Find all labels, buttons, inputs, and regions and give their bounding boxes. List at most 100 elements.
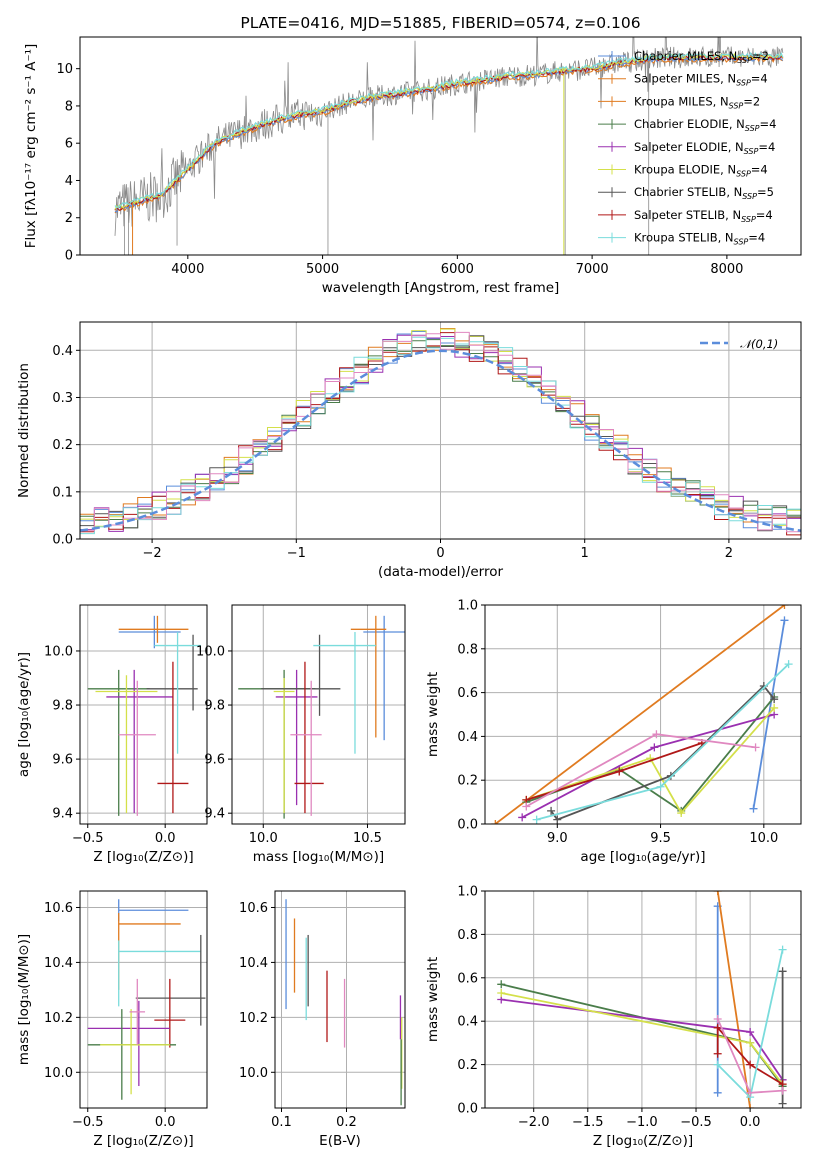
x-tick-label: −0.5 [680, 1115, 712, 1130]
weight-marker [778, 1086, 787, 1095]
y-tick-label: 9.4 [204, 807, 225, 822]
weight-marker [532, 815, 541, 824]
axes-frame [79, 890, 208, 1109]
x-tick-label: −0.5 [72, 1115, 104, 1130]
weight-marker [547, 806, 556, 815]
y-tick-label: 9.6 [204, 753, 225, 768]
axes-frame [79, 604, 208, 825]
x-tick-label: 0.2 [336, 1115, 357, 1130]
weight-marker [656, 782, 665, 791]
y-tick-label: 9.8 [52, 699, 73, 714]
legend-label: Chabrier MILES, NSSP=2 [634, 49, 769, 65]
model-curve [114, 56, 784, 214]
legend: Chabrier MILES, NSSP=2 Salpeter MILES, NS… [598, 49, 776, 247]
y-axis-label: Flux [fλ10⁻¹⁷ erg cm⁻² s⁻¹ A⁻¹] [23, 44, 39, 249]
plot-area [87, 615, 201, 816]
y-tick-label: 2 [65, 211, 73, 226]
legend-label: Kroupa STELIB, NSSP=4 [634, 231, 765, 247]
weight-marker [713, 891, 722, 895]
weight-series [494, 605, 786, 824]
plot-area [87, 899, 206, 1100]
y-axis-label: age [log₁₀(age/yr)] [16, 652, 32, 777]
data-point [87, 1000, 170, 1087]
axes-frame [484, 604, 802, 825]
x-tick-label: 9.0 [547, 831, 568, 846]
x-axis-label: wavelength [Angstrom, rest frame] [322, 280, 560, 296]
y-tick-label: 9.8 [204, 699, 225, 714]
axes-residuals: −2 −1 0 1 2 0.0 0.1 0.2 0.3 0.4 (data-model)/error… [16, 321, 802, 580]
y-tick-label: 10.4 [44, 956, 73, 971]
legend-label: Kroupa MILES, NSSP=2 [634, 94, 760, 110]
legend-label: 𝒩(0,1) [740, 337, 778, 351]
weight-series [525, 733, 756, 808]
legend-label: Chabrier ELODIE, NSSP=4 [634, 117, 776, 133]
data-point [157, 661, 189, 814]
data-point [273, 678, 295, 814]
weight-marker [746, 1028, 755, 1037]
data-point [135, 934, 206, 1026]
x-tick-label: 0.1 [271, 1115, 292, 1130]
y-tick-label: 0.4 [52, 344, 73, 359]
weight-series [550, 684, 775, 821]
weight-marker [746, 1038, 755, 1047]
data-point [106, 669, 173, 814]
y-tick-label: 10.0 [44, 644, 73, 659]
legend-label: Salpeter MILES, NSSP=4 [634, 72, 768, 88]
y-tick-label: 10 [56, 62, 73, 77]
axes-frame [274, 890, 406, 1109]
y-axis-label: Normed distribution [16, 363, 32, 498]
weight-marker [497, 988, 506, 997]
x-tick-label: −0.5 [72, 831, 104, 846]
y-tick-label: 0.8 [457, 928, 478, 943]
weight-marker [652, 730, 661, 739]
y-tick-label: 0.0 [52, 533, 73, 548]
x-axis-label: mass [log₁₀(M/M⊙)] [253, 849, 384, 865]
y-tick-label: 10.0 [239, 1066, 268, 1081]
weight-marker [770, 695, 779, 704]
plot-area [285, 899, 403, 1106]
data-point [87, 669, 150, 816]
data-point [363, 615, 405, 741]
y-tick-label: 0 [65, 249, 73, 264]
weight-marker [778, 1099, 787, 1108]
legend-label: Salpeter ELODIE, NSSP=4 [634, 140, 775, 156]
y-tick-label: 1.0 [457, 599, 478, 614]
data-point [118, 615, 181, 649]
legend-label: Kroupa ELODIE, NSSP=4 [634, 163, 768, 179]
x-axis-label: (data-model)/error [378, 564, 504, 580]
y-tick-label: 0.2 [457, 774, 478, 789]
y-tick-label: 0.0 [457, 818, 478, 833]
weight-marker [713, 1023, 722, 1032]
y-axis-label: mass weight [425, 672, 441, 757]
plot-area [238, 615, 405, 819]
y-tick-label: 10.6 [44, 901, 73, 916]
weight-marker [770, 703, 779, 712]
y-tick-label: 0.1 [52, 485, 73, 500]
weight-marker [778, 967, 787, 976]
weight-marker [746, 1088, 755, 1097]
x-tick-label: 0 [436, 546, 444, 561]
y-axis-label: mass [log₁₀(M/M⊙)] [16, 934, 32, 1065]
weight-marker [713, 1060, 722, 1069]
weight-marker [677, 809, 686, 818]
y-tick-label: 0.6 [457, 686, 478, 701]
weight-marker [713, 1049, 722, 1058]
model-curve [114, 51, 784, 209]
y-tick-label: 0.3 [52, 391, 73, 406]
weight-marker [650, 743, 659, 752]
weight-marker [746, 1104, 755, 1108]
y-tick-label: 0.2 [457, 1058, 478, 1073]
x-tick-label: −2.0 [518, 1115, 550, 1130]
weight-series [521, 713, 775, 819]
x-tick-label: 9.5 [650, 831, 671, 846]
weight-series [501, 998, 784, 1081]
x-tick-label: 8000 [710, 262, 743, 277]
y-tick-label: 0.0 [457, 1102, 478, 1117]
weight-series [716, 891, 751, 1108]
weight-marker [553, 815, 562, 824]
x-tick-label: −1 [287, 546, 306, 561]
weight-marker [491, 820, 500, 824]
data-point [294, 661, 324, 814]
weight-marker [746, 1060, 755, 1069]
